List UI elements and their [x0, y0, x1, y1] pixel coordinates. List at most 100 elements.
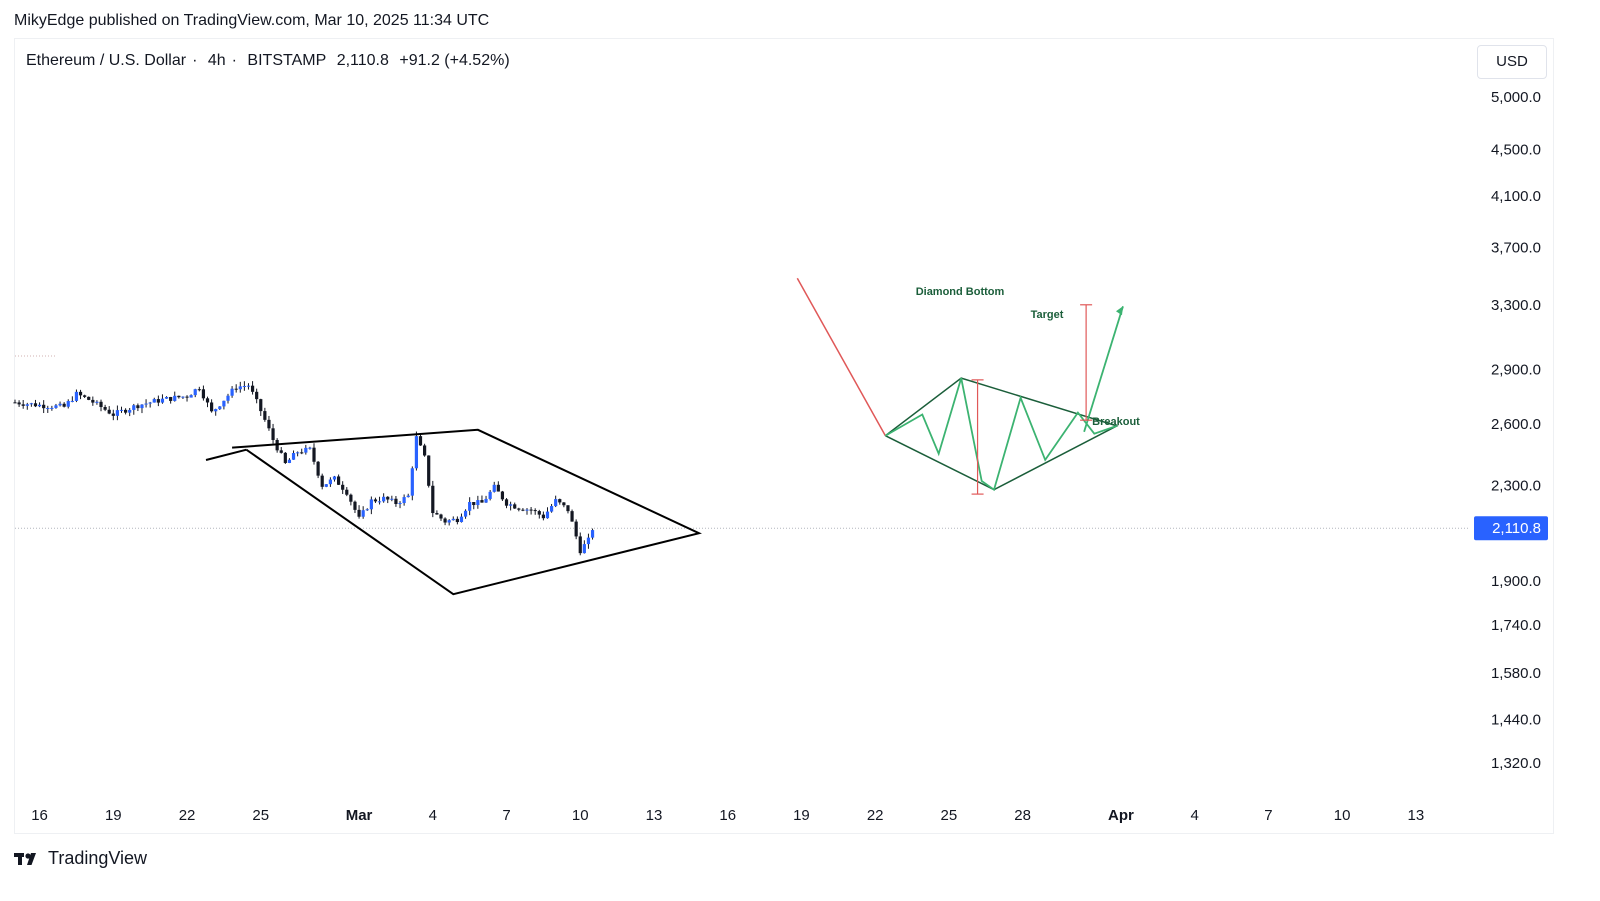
candle-down — [316, 461, 320, 476]
candle-up — [164, 397, 169, 399]
candle-down — [42, 404, 46, 409]
candle-down — [435, 513, 439, 515]
price-axis-label: 4,500.0 — [1491, 142, 1541, 159]
candle-down — [205, 398, 210, 403]
time-axis-label: 19 — [105, 807, 122, 824]
time-axis-label: 4 — [1190, 807, 1198, 824]
current-price-label: 2,110.8 — [1492, 520, 1541, 537]
time-axis-label: 13 — [646, 807, 663, 824]
template-zigzag-line — [884, 377, 1118, 492]
candle-down — [300, 452, 304, 454]
candle-down — [91, 399, 95, 403]
candle-down — [234, 388, 238, 390]
legend-symbol[interactable]: Ethereum / U.S. Dollar — [26, 52, 187, 69]
candle-down — [320, 475, 324, 487]
candle-up — [287, 459, 292, 463]
branding-label: TradingView — [48, 848, 148, 868]
candle-up — [115, 410, 120, 416]
candle-up — [549, 506, 554, 512]
candle-up — [451, 518, 455, 521]
candle-down — [263, 411, 267, 420]
candle-up — [144, 403, 148, 405]
candle-up — [152, 399, 156, 403]
legend-change: +91.2 (+4.52%) — [399, 52, 510, 69]
candle-down — [17, 402, 21, 405]
candle-down — [267, 419, 271, 429]
price-axis-label: 1,900.0 — [1491, 573, 1541, 590]
candle-up — [132, 405, 136, 410]
time-axis-label: 7 — [502, 807, 510, 824]
candle-down — [107, 409, 111, 414]
candle-up — [332, 476, 337, 480]
candle-up — [230, 388, 234, 396]
price-axis-label: 1,320.0 — [1491, 755, 1541, 772]
candle-up — [492, 484, 496, 492]
candle-down — [345, 489, 349, 495]
candle-down — [83, 395, 87, 397]
candle-down — [500, 491, 505, 500]
candle-down — [496, 484, 500, 492]
candle-up — [369, 499, 373, 510]
candle-down — [250, 385, 255, 392]
candle-up — [390, 498, 394, 500]
template-downtrend-line — [796, 277, 887, 437]
time-axis-label: 16 — [719, 807, 736, 824]
candle-down — [529, 509, 533, 511]
price-axis-label: 1,740.0 — [1491, 617, 1541, 634]
candle-up — [402, 497, 406, 504]
candle-down — [255, 391, 259, 400]
time-axis-label: 4 — [429, 807, 437, 824]
candle-up — [193, 389, 197, 396]
branding: TradingView — [14, 848, 147, 869]
candle-down — [394, 498, 398, 505]
price-axis-label: 2,300.0 — [1491, 477, 1541, 494]
candle-down — [349, 494, 353, 502]
candle-down — [62, 403, 66, 407]
candle-down — [341, 484, 345, 490]
candle-down — [517, 508, 521, 510]
candle-up — [324, 484, 328, 487]
candle-up — [291, 453, 296, 460]
candle-down — [156, 399, 160, 403]
candle-up — [377, 501, 382, 503]
candle-up — [476, 500, 480, 506]
template-breakout-arrowhead — [1115, 306, 1123, 316]
candle-up — [365, 509, 369, 511]
time-axis-label: 22 — [179, 807, 196, 824]
candle-down — [574, 521, 578, 537]
candle-up — [447, 520, 451, 523]
candle-up — [296, 452, 300, 454]
candle-down — [578, 536, 582, 554]
candle-down — [443, 518, 447, 523]
diamond-pattern-outline — [232, 428, 702, 596]
legend-interval[interactable]: 4h — [207, 52, 226, 69]
currency-button[interactable]: USD — [1477, 45, 1547, 79]
candle-up — [37, 404, 42, 407]
template-target-label: Target — [1031, 309, 1064, 321]
candle-down — [210, 402, 214, 412]
candle-up — [406, 495, 410, 498]
candle-down — [513, 504, 517, 509]
candle-up — [509, 504, 513, 506]
candle-down — [533, 510, 537, 512]
template-breakout-line — [1083, 306, 1124, 433]
candle-down — [562, 502, 566, 506]
time-axis-label: Mar — [346, 807, 373, 824]
symbol-legend: Ethereum / U.S. Dollar · 4h · BITSTAMP 2,1… — [26, 52, 516, 70]
legend-price: 2,110.8 — [336, 52, 389, 69]
candle-up — [50, 407, 54, 409]
candle-up — [554, 499, 558, 507]
candle-down — [472, 502, 476, 506]
candle-up — [46, 408, 50, 410]
candle-up — [222, 400, 226, 407]
legend-separator: · — [192, 52, 198, 69]
time-axis-label: 16 — [31, 807, 48, 824]
candle-up — [582, 544, 586, 554]
candle-up — [308, 447, 312, 449]
candle-up — [58, 403, 62, 406]
price-axis-label: 3,300.0 — [1491, 297, 1541, 314]
candle-down — [283, 452, 287, 463]
price-axis-label: 2,900.0 — [1491, 361, 1541, 378]
candle-up — [545, 511, 550, 519]
